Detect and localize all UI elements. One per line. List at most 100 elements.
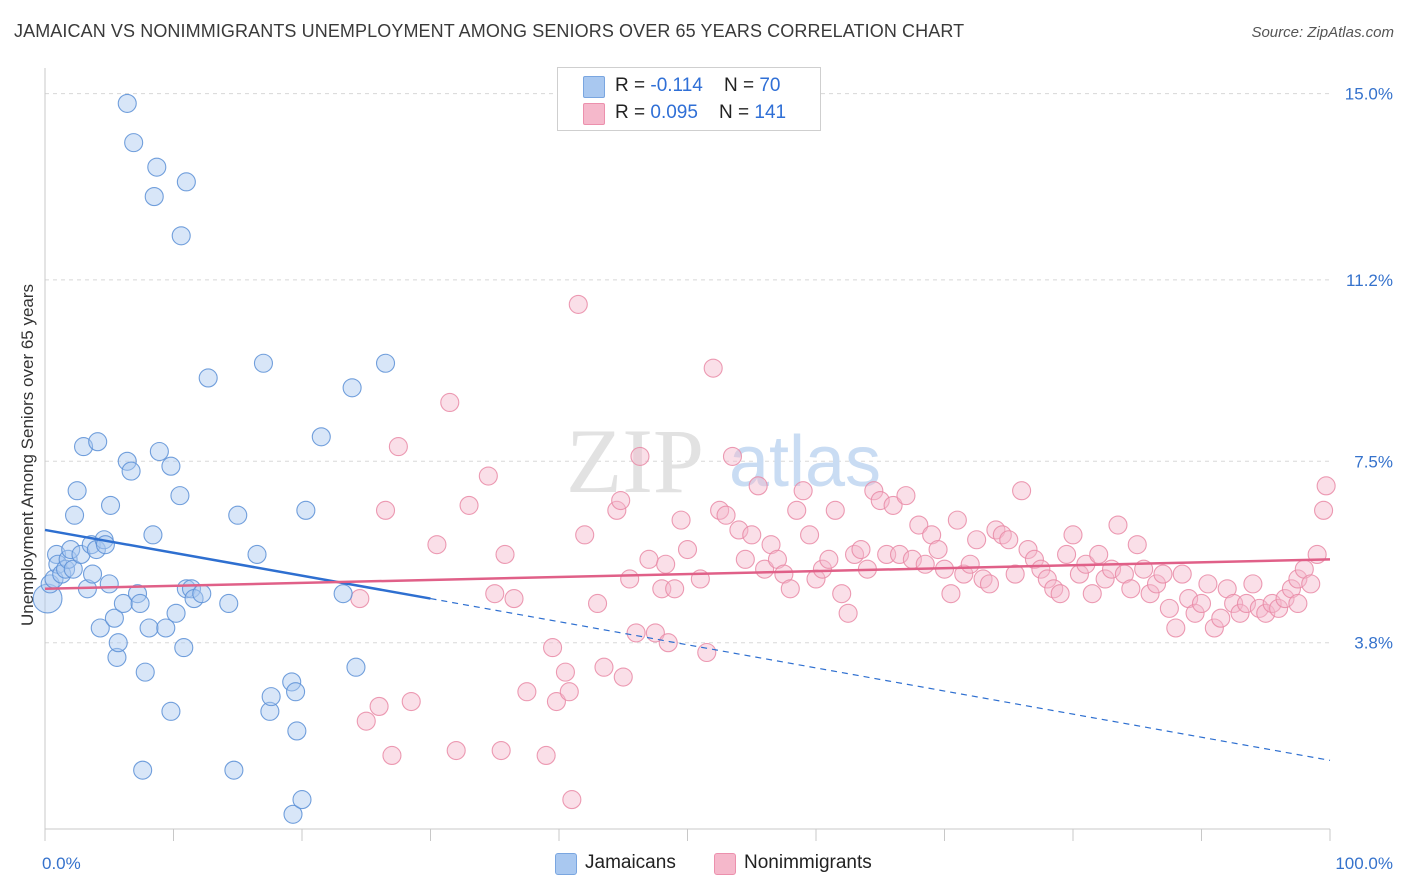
data-point bbox=[973, 569, 993, 589]
data-point bbox=[960, 554, 980, 574]
data-point bbox=[954, 564, 974, 584]
data-point bbox=[819, 549, 839, 569]
data-point bbox=[979, 574, 1000, 594]
data-point bbox=[440, 392, 460, 413]
data-point bbox=[710, 500, 730, 520]
data-point bbox=[198, 368, 218, 388]
data-point bbox=[1121, 579, 1141, 599]
data-point bbox=[1127, 535, 1147, 555]
data-point bbox=[575, 525, 595, 545]
n-value: 141 bbox=[754, 102, 787, 123]
data-point bbox=[219, 593, 239, 614]
trend-lines bbox=[44, 528, 1331, 761]
data-point bbox=[104, 608, 124, 628]
data-point bbox=[838, 603, 858, 623]
data-point bbox=[787, 500, 807, 520]
data-point bbox=[546, 691, 566, 712]
data-point bbox=[543, 638, 563, 658]
data-point bbox=[117, 93, 137, 113]
data-point bbox=[224, 760, 244, 780]
x-tick-label-min: 0.0% bbox=[42, 854, 81, 873]
data-point bbox=[117, 451, 137, 471]
data-point bbox=[630, 446, 650, 466]
data-point bbox=[1140, 584, 1160, 604]
legend-swatch-jamaicans bbox=[583, 76, 605, 98]
data-point bbox=[113, 593, 133, 614]
watermark-zip: ZIP bbox=[566, 410, 704, 512]
data-point bbox=[427, 535, 447, 555]
data-point bbox=[369, 696, 389, 716]
data-point bbox=[909, 515, 929, 535]
data-point bbox=[292, 790, 312, 810]
data-point bbox=[260, 701, 280, 721]
data-point bbox=[504, 589, 524, 609]
data-point bbox=[375, 500, 396, 520]
data-point bbox=[228, 505, 248, 525]
data-point bbox=[1249, 598, 1269, 618]
data-point bbox=[287, 721, 307, 741]
data-point bbox=[333, 584, 353, 604]
data-point bbox=[174, 638, 194, 658]
series-nonimmigrants bbox=[350, 294, 1336, 810]
data-point bbox=[825, 500, 845, 520]
data-point bbox=[1146, 574, 1167, 594]
r-label: R = bbox=[615, 75, 651, 96]
trend-line-nonimmigrants bbox=[44, 558, 1331, 591]
data-point bbox=[139, 618, 159, 638]
series-jamaicans bbox=[32, 93, 396, 824]
data-point bbox=[135, 662, 155, 682]
data-point bbox=[1044, 579, 1064, 599]
data-point bbox=[671, 510, 691, 530]
data-point bbox=[342, 378, 362, 398]
series-legend: Jamaicans Nonimmigrants bbox=[0, 852, 1406, 878]
data-point bbox=[350, 589, 370, 609]
data-point bbox=[1108, 515, 1128, 535]
data-point bbox=[1018, 540, 1038, 560]
data-point bbox=[915, 554, 935, 574]
data-point bbox=[1191, 593, 1212, 614]
data-point bbox=[1012, 481, 1032, 501]
data-point bbox=[941, 584, 961, 604]
data-point bbox=[594, 657, 614, 677]
data-point bbox=[283, 804, 303, 824]
data-point bbox=[1050, 584, 1070, 604]
data-point bbox=[587, 593, 608, 614]
data-point bbox=[851, 540, 871, 560]
data-point bbox=[166, 603, 186, 623]
data-point bbox=[555, 662, 575, 682]
data-point bbox=[793, 481, 813, 501]
data-point bbox=[812, 559, 832, 579]
n-label: N = bbox=[723, 75, 760, 96]
y-tick-label: 7.5% bbox=[1354, 452, 1393, 471]
data-point bbox=[992, 525, 1012, 545]
data-point bbox=[1230, 603, 1250, 623]
r-label: R = bbox=[615, 102, 651, 123]
data-point bbox=[1243, 574, 1263, 594]
correlation-legend: R = -0.114 N = 70 R = 0.095 N = 141 bbox=[557, 67, 821, 131]
data-point bbox=[346, 657, 366, 677]
x-tick-label-max: 100.0% bbox=[1335, 854, 1393, 873]
legend-swatch-nonimmigrants bbox=[583, 103, 605, 125]
data-point bbox=[82, 564, 103, 584]
data-point bbox=[147, 157, 167, 177]
data-point bbox=[176, 172, 196, 192]
data-point bbox=[286, 682, 306, 702]
data-point bbox=[1288, 593, 1308, 614]
data-point bbox=[1314, 500, 1334, 520]
data-point bbox=[1316, 476, 1336, 496]
data-point bbox=[124, 133, 144, 153]
data-point bbox=[999, 530, 1019, 550]
data-point bbox=[356, 711, 376, 731]
watermark-atlas: atlas bbox=[729, 422, 881, 502]
data-point bbox=[1166, 618, 1186, 638]
data-point bbox=[63, 559, 83, 579]
data-point bbox=[620, 569, 640, 589]
data-point bbox=[143, 525, 163, 545]
data-point bbox=[1005, 564, 1025, 584]
data-point bbox=[967, 530, 987, 550]
data-point bbox=[282, 672, 302, 692]
n-label: N = bbox=[719, 102, 755, 123]
data-point bbox=[870, 490, 890, 511]
data-point bbox=[485, 584, 505, 604]
data-point bbox=[156, 618, 176, 638]
